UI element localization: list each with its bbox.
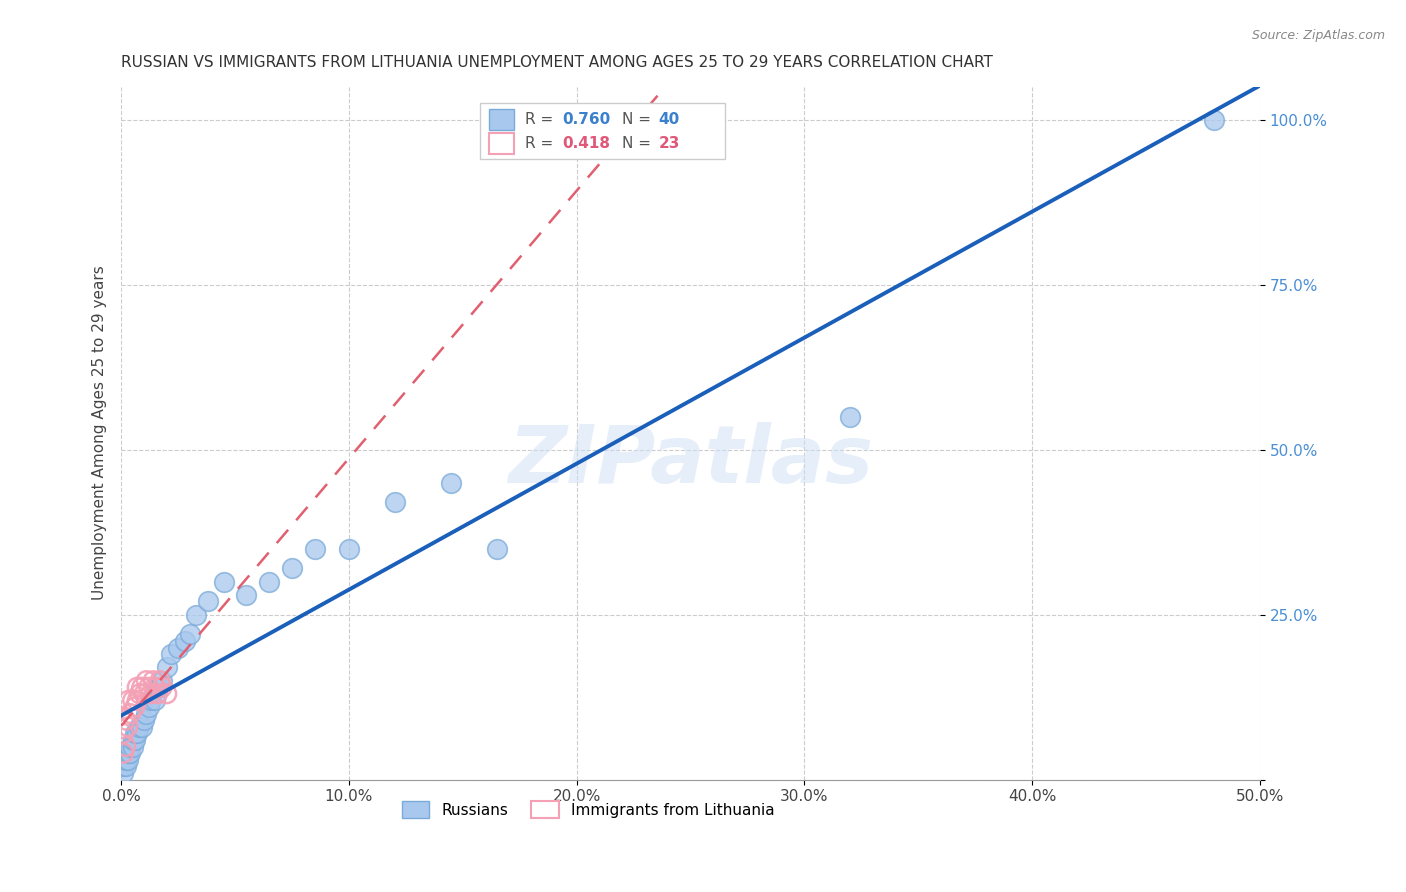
Text: R =: R =: [526, 136, 558, 151]
Point: [485, 541, 508, 556]
Text: R =: R =: [526, 112, 558, 128]
Text: 23: 23: [659, 136, 681, 151]
Point: [235, 588, 257, 602]
Point: [150, 680, 173, 694]
Point: [174, 634, 197, 648]
Point: [138, 700, 160, 714]
Point: [112, 759, 135, 773]
Point: [145, 680, 167, 694]
Point: [112, 766, 135, 780]
Point: [179, 627, 201, 641]
Text: 0.418: 0.418: [562, 136, 610, 151]
Point: [160, 647, 183, 661]
Point: [197, 594, 219, 608]
Text: ZIPatlas: ZIPatlas: [508, 422, 873, 500]
Point: [121, 693, 143, 707]
Point: [186, 607, 208, 622]
Text: Source: ZipAtlas.com: Source: ZipAtlas.com: [1251, 29, 1385, 42]
Y-axis label: Unemployment Among Ages 25 to 29 years: Unemployment Among Ages 25 to 29 years: [93, 266, 107, 600]
Point: [337, 541, 360, 556]
Point: [127, 680, 149, 694]
Point: [1204, 112, 1226, 127]
Point: [117, 693, 139, 707]
Point: [259, 574, 281, 589]
Text: 40: 40: [659, 112, 681, 128]
Point: [156, 687, 179, 701]
Point: [839, 409, 862, 424]
Point: [132, 687, 155, 701]
Point: [142, 673, 165, 688]
Text: N =: N =: [623, 112, 657, 128]
Point: [132, 713, 155, 727]
Point: [131, 720, 153, 734]
FancyBboxPatch shape: [479, 103, 724, 160]
Point: [124, 726, 146, 740]
Point: [440, 475, 463, 490]
Point: [128, 720, 150, 734]
Point: [304, 541, 326, 556]
Point: [167, 640, 190, 655]
Point: [120, 739, 142, 754]
Point: [384, 495, 406, 509]
Point: [139, 687, 162, 701]
Point: [127, 693, 149, 707]
Point: [117, 753, 139, 767]
Point: [121, 733, 143, 747]
Point: [112, 726, 135, 740]
Point: [128, 687, 150, 701]
Point: [135, 673, 157, 688]
Point: [145, 693, 167, 707]
Text: N =: N =: [623, 136, 657, 151]
Point: [127, 726, 149, 740]
Point: [281, 561, 304, 575]
Point: [212, 574, 235, 589]
Point: [131, 680, 153, 694]
Text: 0.760: 0.760: [562, 112, 610, 128]
Point: [135, 706, 157, 721]
Point: [146, 687, 169, 701]
Point: [112, 746, 135, 760]
Point: [146, 680, 169, 694]
Point: [114, 713, 136, 727]
FancyBboxPatch shape: [489, 110, 515, 130]
Point: [156, 660, 179, 674]
Point: [117, 746, 139, 760]
Point: [124, 700, 146, 714]
Point: [139, 693, 162, 707]
Point: [114, 739, 136, 754]
Point: [120, 746, 142, 760]
Point: [150, 673, 173, 688]
Point: [114, 753, 136, 767]
Point: [121, 739, 143, 754]
Legend: Russians, Immigrants from Lithuania: Russians, Immigrants from Lithuania: [395, 795, 780, 824]
Point: [117, 720, 139, 734]
Point: [114, 759, 136, 773]
Point: [120, 706, 142, 721]
FancyBboxPatch shape: [489, 133, 515, 153]
Point: [138, 680, 160, 694]
Point: [149, 673, 172, 688]
Text: RUSSIAN VS IMMIGRANTS FROM LITHUANIA UNEMPLOYMENT AMONG AGES 25 TO 29 YEARS CORR: RUSSIAN VS IMMIGRANTS FROM LITHUANIA UNE…: [121, 55, 993, 70]
Point: [124, 733, 146, 747]
